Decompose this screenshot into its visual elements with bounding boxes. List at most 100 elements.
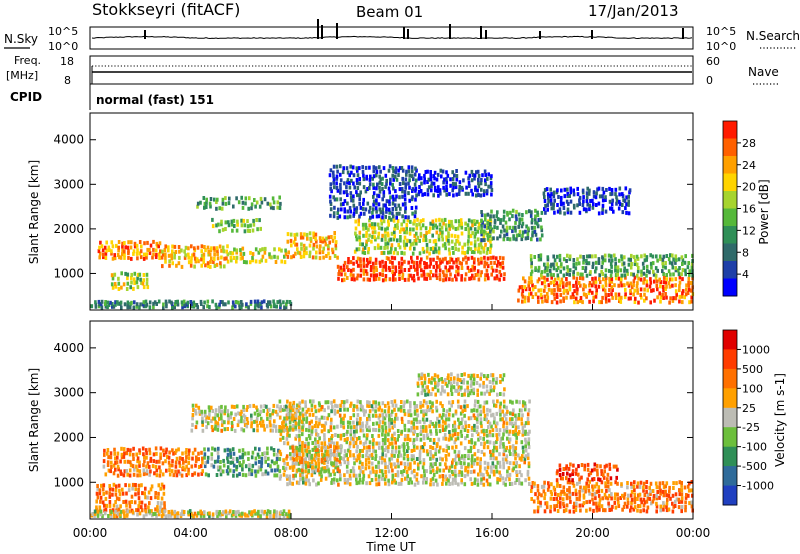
heatmap-cell [562,296,565,301]
heatmap-cell [600,488,604,493]
heatmap-cell [482,476,486,481]
heatmap-cell [442,408,445,413]
heatmap-cell [425,262,428,266]
heatmap-cell [373,230,377,235]
heatmap-cell [285,299,289,304]
heatmap-cell [484,242,487,247]
heatmap-cell [690,288,693,293]
heatmap-cell [450,233,454,238]
heatmap-cell [345,440,349,445]
heatmap-cell [553,258,557,263]
heatmap-cell [432,440,436,445]
heatmap-cell [422,269,426,274]
heatmap-cell [485,191,489,196]
heatmap-cell [295,453,299,458]
heatmap-cell [645,480,649,484]
heatmap-cell [446,392,450,397]
heatmap-cell [384,429,388,434]
heatmap-cell [410,457,414,462]
heatmap-cell [477,193,480,197]
heatmap-cell [396,223,399,227]
heatmap-cell [380,221,383,226]
heatmap-cell [418,419,422,424]
heatmap-cell [321,405,324,409]
heatmap-cell [250,416,253,421]
heatmap-cell [191,413,195,417]
heatmap-cell [502,428,506,433]
heatmap-cell [616,467,619,472]
heatmap-cell [364,207,368,212]
heatmap-cell [426,180,429,184]
heatmap-cell [598,497,602,502]
heatmap-cell [490,272,493,277]
heatmap-cell [94,302,98,307]
heatmap-cell [211,428,214,433]
heatmap-cell [145,252,149,257]
heatmap-cell [168,468,171,473]
heatmap-cell [568,272,571,277]
heatmap-cell [314,441,317,446]
heatmap-cell [508,449,511,454]
heatmap-cell [149,487,153,492]
heatmap-cell [489,449,492,454]
heatmap-cell [445,260,449,265]
heatmap-cell [365,230,368,235]
heatmap-cell [348,181,351,185]
heatmap-cell [605,488,608,493]
heatmap-cell [502,404,506,409]
heatmap-cell [368,440,372,445]
heatmap-cell [305,427,308,432]
heatmap-cell [128,509,131,514]
heatmap-cell [182,510,186,514]
heatmap-cell [523,407,527,412]
heatmap-cell [216,413,220,418]
heatmap-cell [678,288,681,293]
heatmap-cell [598,194,602,199]
heatmap-cell [457,417,460,422]
heatmap-cell [662,288,665,293]
heatmap-cell [527,298,530,303]
heatmap-cell [294,415,298,420]
heatmap-cell [636,484,639,489]
heatmap-cell [395,211,399,216]
heatmap-cell [240,427,243,432]
heatmap-cell [454,182,457,187]
heatmap-cell [401,181,405,186]
heatmap-cell [391,173,394,178]
heatmap-cell [640,272,643,277]
heatmap-cell [337,272,340,277]
heatmap-cell [571,292,575,297]
heatmap-cell [610,254,613,259]
heatmap-cell [135,243,139,248]
heatmap-cell [240,300,243,304]
heatmap-cell [178,471,182,476]
heatmap-cell [330,417,333,422]
heatmap-cell [130,494,134,499]
heatmap-cell [340,272,343,277]
heatmap-cell [235,196,238,201]
heatmap-cell [562,288,566,293]
heatmap-cell [455,257,458,262]
heatmap-cell [348,441,352,446]
heatmap-cell [381,448,385,453]
heatmap-cell [254,469,257,474]
heatmap-cell [432,250,435,255]
heatmap-cell [325,236,328,241]
heatmap-cell [264,246,267,251]
heatmap-cell [324,476,328,481]
heatmap-cell [448,430,451,434]
heatmap-cell [196,245,200,250]
heatmap-cell [312,235,316,239]
heatmap-cell [426,405,430,410]
heatmap-cell [503,233,506,238]
heatmap-cell [553,277,557,282]
heatmap-cell [248,404,252,409]
heatmap-cell [382,250,386,255]
heatmap-cell [385,181,388,186]
heatmap-cell [486,264,490,269]
heatmap-cell [240,409,243,414]
heatmap-cell [429,465,432,470]
heatmap-cell [435,431,438,436]
heatmap-cell [585,199,589,203]
heatmap-cell [362,177,366,182]
